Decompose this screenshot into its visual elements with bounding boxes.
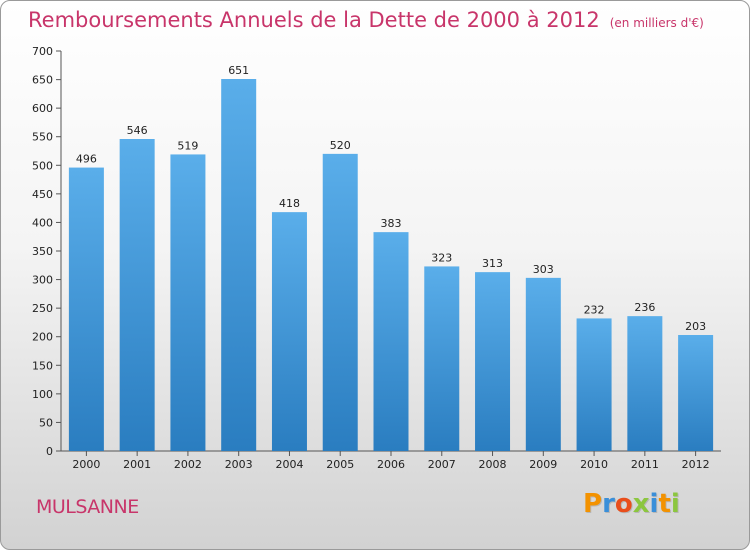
y-tick-label: 550 (32, 131, 53, 144)
bar-value-label: 313 (482, 257, 503, 270)
bar-value-label: 383 (381, 217, 402, 230)
x-tick-label: 2004 (275, 458, 303, 471)
bar-value-label: 232 (584, 303, 605, 316)
bar-2007 (424, 266, 460, 451)
y-tick-label: 600 (32, 102, 53, 115)
x-tick-label: 2011 (631, 458, 659, 471)
y-tick-label: 400 (32, 216, 53, 229)
y-tick-label: 50 (39, 416, 53, 429)
x-tick-label: 2001 (123, 458, 151, 471)
x-tick-label: 2009 (529, 458, 557, 471)
y-tick-label: 650 (32, 74, 53, 87)
x-tick-label: 2006 (377, 458, 405, 471)
y-tick-label: 200 (32, 331, 53, 344)
x-tick-label: 2008 (479, 458, 507, 471)
bar-2001 (119, 139, 155, 451)
bar-2010 (576, 318, 612, 451)
bar-value-label: 203 (685, 320, 706, 333)
bar-value-label: 496 (76, 153, 97, 166)
bar-2008 (475, 272, 511, 451)
y-tick-label: 700 (32, 45, 53, 58)
y-tick-label: 150 (32, 359, 53, 372)
y-tick-label: 250 (32, 302, 53, 315)
logo-letter: i (670, 489, 680, 519)
bar-2005 (322, 153, 358, 451)
bar-2006 (373, 232, 409, 451)
bar-value-label: 303 (533, 263, 554, 276)
bar-2012 (678, 335, 714, 451)
x-tick-label: 2010 (580, 458, 608, 471)
x-tick-label: 2012 (682, 458, 710, 471)
bar-2002 (170, 154, 206, 451)
bar-value-label: 546 (127, 124, 148, 137)
proxiti-logo: Proxiti (583, 489, 680, 519)
x-tick-label: 2003 (225, 458, 253, 471)
bar-2003 (221, 79, 257, 451)
bar-2009 (525, 277, 561, 451)
logo-letter: P (583, 489, 603, 519)
y-tick-label: 450 (32, 188, 53, 201)
x-tick-label: 2005 (326, 458, 354, 471)
logo-letter: o (614, 489, 633, 519)
bar-value-label: 520 (330, 139, 351, 152)
logo-letter: i (649, 489, 659, 519)
logo-letter: r (602, 489, 615, 519)
x-tick-label: 2007 (428, 458, 456, 471)
chart-subtitle: (en milliers d'€) (609, 16, 704, 30)
y-tick-label: 500 (32, 159, 53, 172)
logo-letter: x (632, 489, 650, 519)
bar-value-label: 323 (431, 251, 452, 264)
bar-2000 (68, 167, 104, 452)
bar-value-label: 236 (634, 301, 655, 314)
bar-value-label: 418 (279, 197, 300, 210)
y-tick-label: 350 (32, 245, 53, 258)
bar-value-label: 519 (177, 139, 198, 152)
bar-2004 (271, 212, 307, 451)
logo-letter: t (658, 489, 671, 519)
y-tick-label: 100 (32, 388, 53, 401)
chart-title-text: Remboursements Annuels de la Dette de 20… (28, 8, 600, 32)
bar-value-label: 651 (228, 64, 249, 77)
chart-title: Remboursements Annuels de la Dette de 20… (28, 8, 704, 32)
city-name: MULSANNE (36, 496, 139, 518)
y-tick-label: 0 (46, 445, 53, 458)
y-tick-label: 300 (32, 274, 53, 287)
bar-2011 (627, 316, 663, 451)
x-tick-label: 2000 (72, 458, 100, 471)
x-tick-label: 2002 (174, 458, 202, 471)
